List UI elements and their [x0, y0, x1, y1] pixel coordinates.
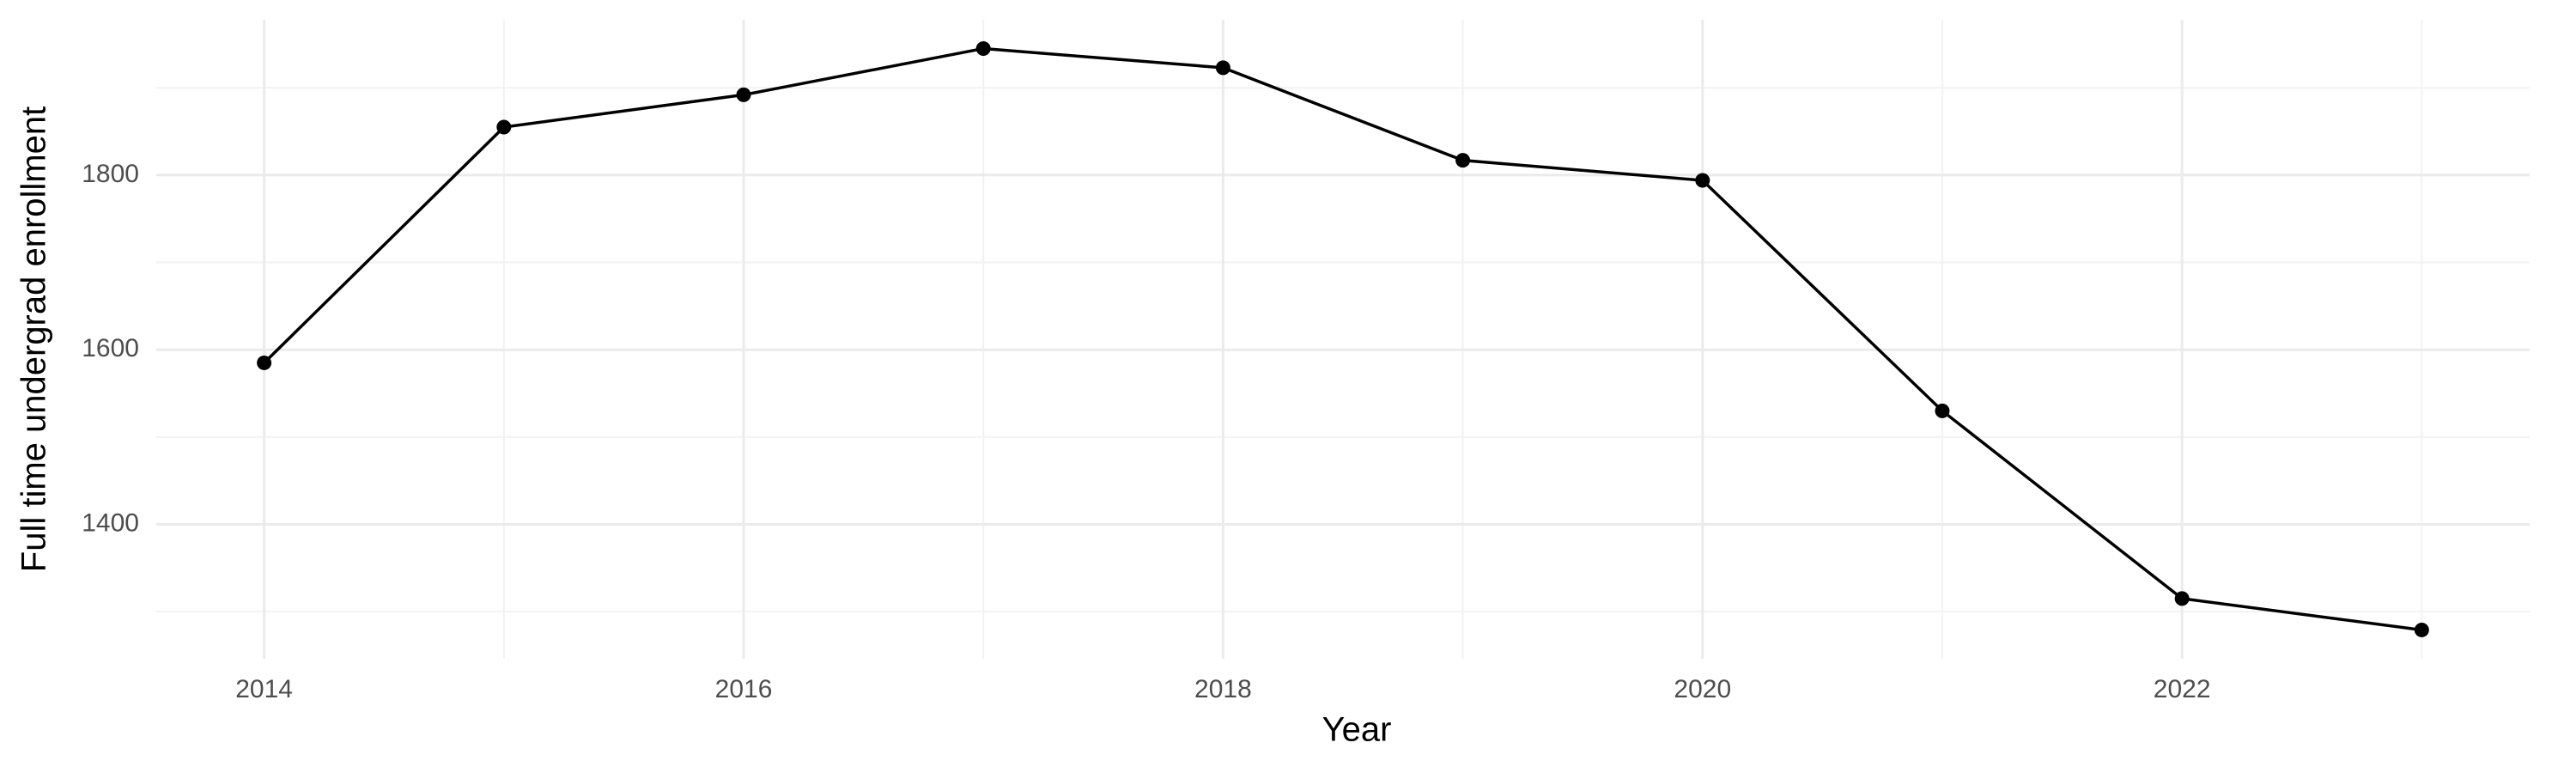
y-tick-label: 1800 — [82, 160, 139, 188]
y-tick-label: 1600 — [82, 334, 139, 362]
y-axis-title: Full time undergrad enrollment — [15, 107, 53, 572]
point — [2414, 622, 2429, 637]
x-tick-label: 2018 — [1194, 675, 1252, 703]
point — [1455, 153, 1471, 168]
point — [496, 119, 512, 135]
point — [1935, 403, 1950, 418]
x-tick-label: 2016 — [715, 675, 773, 703]
x-axis-title: Year — [1322, 711, 1392, 749]
point — [2174, 591, 2190, 606]
point — [1695, 173, 1710, 188]
x-tick-label: 2014 — [235, 675, 293, 703]
point — [1215, 60, 1230, 76]
line — [263, 46, 2422, 632]
x-tick-label: 2022 — [2154, 675, 2211, 703]
x-tick-label: 2020 — [1674, 675, 1731, 703]
point — [257, 355, 272, 370]
point — [975, 41, 991, 57]
point — [736, 87, 751, 102]
y-tick-label: 1400 — [82, 508, 139, 537]
